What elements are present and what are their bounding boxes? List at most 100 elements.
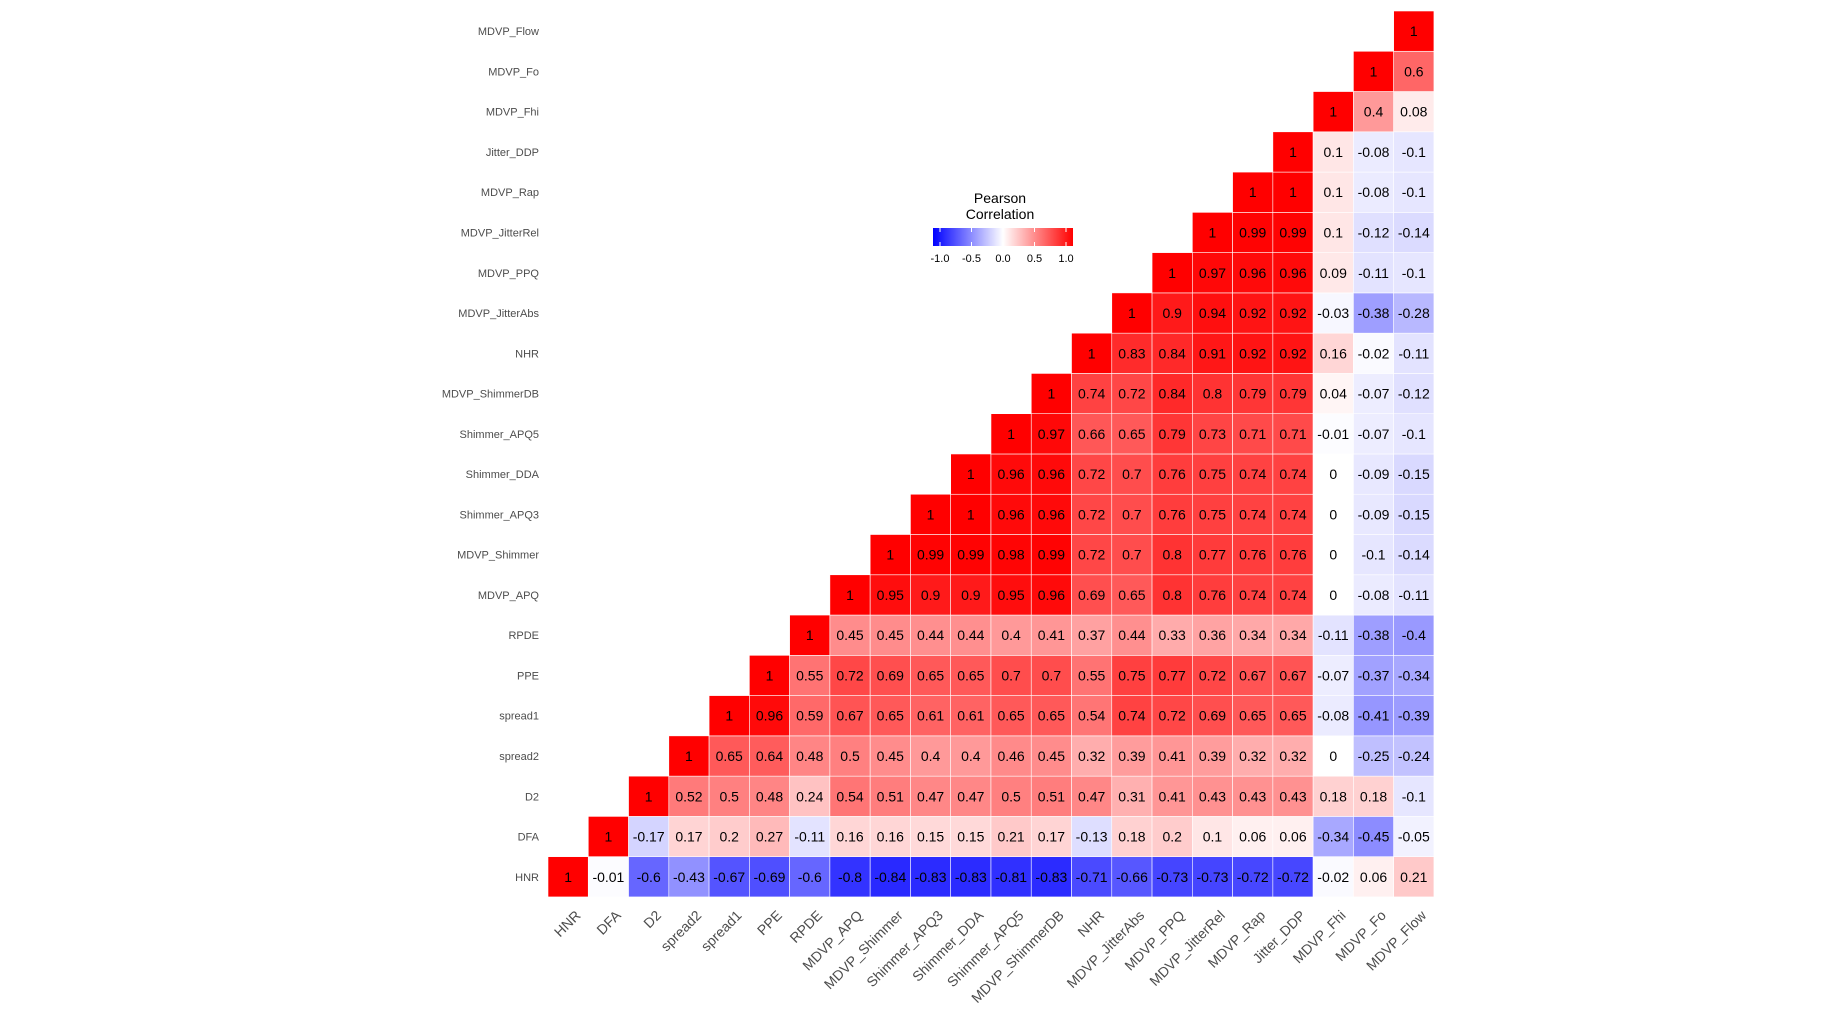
cell-value-label: -0.8: [838, 869, 862, 885]
cell-value-label: 0: [1329, 748, 1337, 764]
cell-value-label: -0.07: [1317, 667, 1349, 683]
cell-value-label: 0.37: [1078, 627, 1105, 643]
cell-value-label: -0.45: [1358, 829, 1390, 845]
cell-value-label: 0.69: [1078, 587, 1105, 603]
cell-value-label: 0.69: [1199, 708, 1226, 724]
legend-tick-label: 0.5: [1027, 253, 1042, 265]
cell-value-label: 1: [766, 667, 774, 683]
cell-value-label: 0: [1329, 506, 1337, 522]
cell-value-label: 0.99: [917, 547, 944, 563]
cell-value-label: 0.76: [1239, 547, 1266, 563]
y-tick-label: MDVP_Rap: [481, 187, 539, 199]
cell-value-label: 0.95: [997, 587, 1024, 603]
x-tick-label: PPE: [754, 907, 785, 938]
cell-value-label: 0.97: [1038, 426, 1065, 442]
cell-value-label: 0.32: [1239, 748, 1266, 764]
cell-value-label: 0.76: [1159, 506, 1186, 522]
cell-value-label: 0.65: [997, 708, 1024, 724]
cell-value-label: 0.43: [1199, 788, 1226, 804]
y-tick-label: MDVP_APQ: [478, 590, 540, 602]
cell-value-label: -0.13: [1076, 829, 1108, 845]
cell-value-label: 0.74: [1239, 587, 1266, 603]
cell-value-label: 0.59: [796, 708, 823, 724]
cell-value-label: -0.09: [1358, 506, 1390, 522]
cell-value-label: 0.41: [1159, 748, 1186, 764]
y-tick-label: HNR: [515, 872, 539, 884]
cell-value-label: 0.41: [1159, 788, 1186, 804]
cell-value-label: -0.08: [1358, 184, 1390, 200]
cell-value-label: 0.76: [1199, 587, 1226, 603]
cell-value-label: -0.71: [1076, 869, 1108, 885]
cell-value-label: 0.7: [1042, 667, 1062, 683]
cell-value-label: 0.4: [921, 748, 941, 764]
cell-value-label: 0.47: [957, 788, 984, 804]
cell-value-label: 1: [1249, 184, 1257, 200]
y-tick-label: MDVP_JitterAbs: [458, 308, 539, 320]
cell-value-label: 1: [1007, 426, 1015, 442]
cell-value-label: -0.11: [794, 829, 825, 845]
cell-value-label: -0.11: [1318, 627, 1349, 643]
cell-value-label: 1: [1370, 63, 1378, 79]
y-tick-label: Shimmer_APQ3: [460, 509, 539, 521]
cell-value-label: 0.72: [836, 667, 863, 683]
cell-value-label: 1: [1209, 224, 1217, 240]
cell-value-label: 1: [1289, 144, 1297, 160]
y-tick-label: DFA: [518, 832, 540, 844]
x-tick-label: spread2: [657, 907, 704, 954]
cell-value-label: 0.96: [1038, 587, 1065, 603]
cell-value-label: 0.92: [1279, 345, 1306, 361]
cell-value-label: 0.1: [1324, 144, 1344, 160]
cell-value-label: -0.03: [1317, 305, 1349, 321]
cell-value-label: -0.84: [874, 869, 906, 885]
cell-value-label: 0.96: [1038, 466, 1065, 482]
y-tick-label: spread2: [499, 751, 539, 763]
cell-value-label: 0.16: [877, 829, 904, 845]
x-tick-label: Shimmer_DDA: [909, 907, 987, 985]
cell-value-label: 0.5: [840, 748, 860, 764]
cell-value-label: 0.36: [1199, 627, 1226, 643]
cell-value-label: 0.21: [997, 829, 1024, 845]
cell-value-label: 0.8: [1203, 386, 1223, 402]
cell-value-label: 0.27: [756, 829, 783, 845]
cell-value-label: 0.5: [1001, 788, 1021, 804]
y-axis-labels: HNRDFAD2spread2spread1PPERPDEMDVP_APQMDV…: [442, 26, 540, 884]
y-tick-label: Shimmer_DDA: [466, 469, 540, 481]
cell-value-label: 0.2: [1162, 829, 1182, 845]
cell-value-label: 0.51: [1038, 788, 1065, 804]
cell-value-label: 0.65: [877, 708, 904, 724]
cell-value-label: 0.99: [1038, 547, 1065, 563]
cell-value-label: 0.84: [1159, 345, 1186, 361]
x-tick-label: DFA: [593, 907, 624, 938]
cell-value-label: -0.17: [633, 829, 665, 845]
cell-value-label: 0.65: [1239, 708, 1266, 724]
cell-value-label: -0.69: [754, 869, 786, 885]
cell-value-label: 0.06: [1239, 829, 1266, 845]
cell-value-label: 0.74: [1279, 587, 1306, 603]
cell-value-label: 1: [685, 748, 693, 764]
cell-value-label: -0.72: [1277, 869, 1309, 885]
cell-value-label: -0.15: [1398, 506, 1430, 522]
cell-value-label: 0.18: [1320, 788, 1347, 804]
cell-value-label: -0.1: [1402, 184, 1426, 200]
cell-value-label: 0.72: [1199, 667, 1226, 683]
cell-value-label: -0.28: [1398, 305, 1430, 321]
cell-value-label: 0.67: [1239, 667, 1266, 683]
cell-value-label: 0.96: [1239, 265, 1266, 281]
cell-value-label: 0.69: [877, 667, 904, 683]
cell-value-label: 0.45: [877, 748, 904, 764]
cell-value-label: 0.98: [997, 547, 1024, 563]
cell-value-label: 0.32: [1078, 748, 1105, 764]
cell-value-label: 0.2: [719, 829, 739, 845]
cell-value-label: 0.34: [1279, 627, 1306, 643]
cell-value-label: 0.96: [997, 506, 1024, 522]
legend: Pearson Correlation -1.0 -0.5 0.0 0.5 1.0: [931, 190, 1074, 265]
cell-value-label: -0.24: [1398, 748, 1430, 764]
cell-value-label: 0.45: [1038, 748, 1065, 764]
cell-value-label: -0.11: [1398, 587, 1429, 603]
cell-value-label: 0.46: [997, 748, 1024, 764]
cell-value-label: 0.04: [1320, 386, 1347, 402]
cell-value-label: -0.08: [1358, 587, 1390, 603]
cell-value-label: -0.66: [1116, 869, 1148, 885]
cell-value-label: 0: [1329, 547, 1337, 563]
